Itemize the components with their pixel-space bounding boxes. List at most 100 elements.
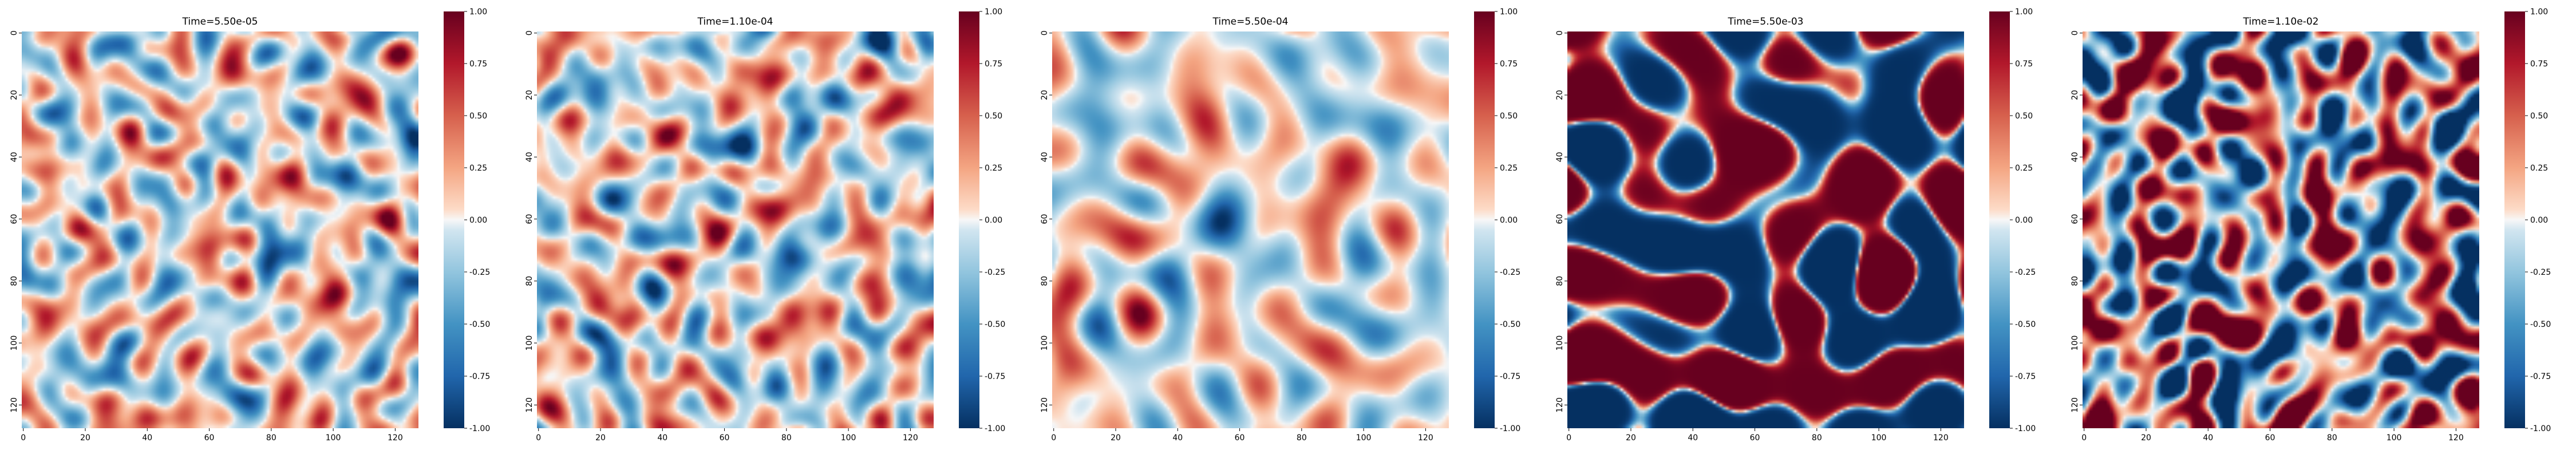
y-tick-label: 20 [525,90,534,100]
colorbar-tick-label: 1.00 [2015,7,2033,17]
heatmap-title: Time=1.10e-04 [697,16,773,27]
heatmap-image [1567,31,1964,428]
heatmap-panel-1: Time=5.50e-05 0 20 40 60 80 100 120 0 20 40 60 80 100… [10,7,490,443]
y-tick-label: 80 [1040,276,1049,286]
x-tick-label: 20 [1111,433,1121,443]
x-tick-label: 100 [1871,433,1887,443]
y-tick-label: 100 [2071,335,2080,351]
x-tick-label: 40 [1172,433,1183,443]
heatmap-image [22,31,418,428]
y-tick-label: 80 [10,276,19,286]
y-tick-label: 0 [525,30,534,35]
y-tick-label: 0 [1555,30,1564,35]
y-tick-label: 80 [525,276,534,286]
colorbar-tick-label: 0.25 [2015,164,2033,173]
colorbar-tick-label: 0.25 [469,164,487,173]
colorbar-tick-label: -0.25 [2530,268,2551,277]
y-tick-label: 60 [1555,214,1564,224]
x-tick-label: 120 [1418,433,1433,443]
y-tick-label: 0 [10,30,19,35]
colorbar [959,11,979,428]
heatmap-panel-2: Time=1.10e-04 0 20 40 60 80 100 120 0 20 40 60 80 100… [525,7,1005,443]
x-tick-label: 0 [21,433,26,443]
colorbar-tick-label: -0.50 [469,320,490,329]
x-tick-label: 20 [2141,433,2151,443]
colorbar-tick-label: 0.75 [2530,60,2548,69]
x-tick-label: 120 [388,433,403,443]
x-tick-label: 20 [595,433,606,443]
y-tick-label: 120 [1040,397,1049,413]
x-tick-label: 100 [1356,433,1372,443]
colorbar-tick-label: -1.00 [469,424,490,433]
x-tick-label: 60 [1750,433,1760,443]
colorbar [2504,11,2525,428]
colorbar-tick-label: 0.00 [985,216,1002,225]
x-tick-label: 40 [2203,433,2213,443]
y-tick-label: 120 [2071,397,2080,413]
y-tick-label: 40 [10,152,19,162]
x-tick-label: 80 [266,433,276,443]
colorbar-tick-label: -0.25 [985,268,1005,277]
x-tick-label: 60 [204,433,215,443]
y-tick-label: 100 [525,335,534,351]
colorbar [444,11,464,428]
colorbar-tick-label: -0.75 [2530,372,2551,381]
colorbar-tick-label: 0.75 [2015,60,2033,69]
x-tick-label: 80 [1297,433,1307,443]
x-tick-label: 100 [841,433,856,443]
y-tick-label: 80 [2071,276,2080,286]
x-tick-label: 20 [80,433,90,443]
colorbar-tick-label: -0.50 [2530,320,2551,329]
colorbar-tick-label: 0.00 [2530,216,2548,225]
x-tick-label: 40 [142,433,152,443]
colorbar-tick-label: -0.75 [1500,372,1520,381]
colorbar-tick-label: 0.50 [2530,112,2548,121]
y-tick-label: 20 [10,90,19,100]
colorbar-tick-label: -0.75 [985,372,1005,381]
y-tick-label: 20 [1040,90,1049,100]
heatmap-title: Time=5.50e-03 [1728,16,1804,27]
colorbar-tick-label: -1.00 [985,424,1005,433]
y-tick-label: 40 [2071,152,2080,162]
colorbar-tick-label: 0.25 [1500,164,1518,173]
y-tick-label: 40 [525,152,534,162]
x-tick-label: 60 [2265,433,2275,443]
x-tick-label: 0 [2081,433,2087,443]
y-tick-label: 100 [1040,335,1049,351]
y-tick-label: 20 [2071,90,2080,100]
x-tick-label: 60 [1235,433,1245,443]
y-tick-label: 40 [1555,152,1564,162]
colorbar [1989,11,2010,428]
y-tick-label: 100 [1555,335,1564,351]
colorbar-tick-label: 0.75 [985,60,1002,69]
colorbar-tick-label: -1.00 [2015,424,2036,433]
y-tick-label: 60 [2071,214,2080,224]
colorbar-tick-label: -0.75 [2015,372,2036,381]
y-tick-label: 60 [1040,214,1049,224]
y-tick-label: 80 [1555,276,1564,286]
colorbar-tick-label: 0.00 [469,216,487,225]
y-tick-label: 0 [2071,30,2080,35]
y-tick-label: 60 [10,214,19,224]
heatmap-panel-4: Time=5.50e-03 0 20 40 60 80 100 120 0 20 40 60 80 100… [1555,7,2036,443]
y-tick-label: 60 [525,214,534,224]
colorbar-tick-label: -1.00 [1500,424,1520,433]
colorbar-tick-label: -0.50 [985,320,1005,329]
heatmap-title: Time=5.50e-05 [182,16,258,27]
heatmap-image [2083,31,2479,428]
colorbar-tick-label: 1.00 [2530,7,2548,17]
y-tick-label: 120 [525,397,534,413]
colorbar-tick-label: 1.00 [985,7,1002,17]
colorbar-tick-label: 0.50 [469,112,487,121]
colorbar-tick-label: -0.25 [2015,268,2036,277]
colorbar-tick-label: 1.00 [1500,7,1518,17]
colorbar-tick-label: -0.50 [2015,320,2036,329]
x-tick-label: 40 [1688,433,1698,443]
heatmap-panel-3: Time=5.50e-04 0 20 40 60 80 100 120 0 20 40 60 80 100… [1040,7,1520,443]
colorbar-tick-label: 0.75 [1500,60,1518,69]
x-tick-label: 0 [1566,433,1571,443]
x-tick-label: 0 [536,433,541,443]
colorbar-tick-label: 0.00 [1500,216,1518,225]
x-tick-label: 80 [2327,433,2337,443]
